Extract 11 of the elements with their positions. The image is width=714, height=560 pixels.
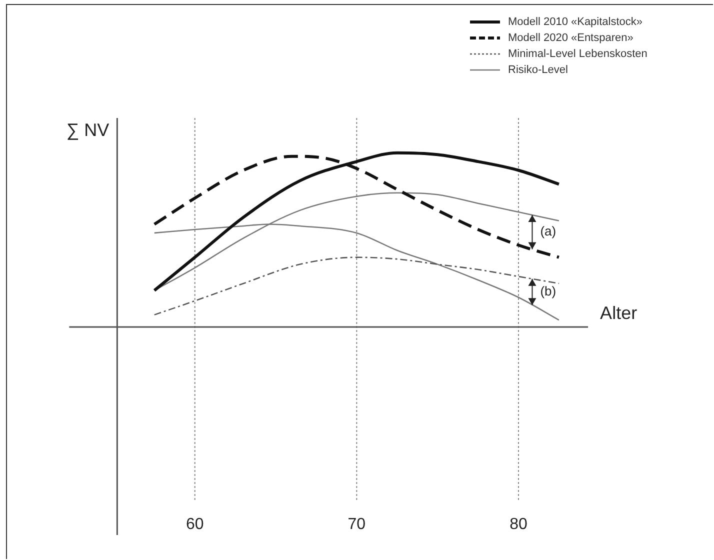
legend-label: Modell 2010 «Kapitalstock» xyxy=(508,16,643,28)
annotation: (a) xyxy=(540,224,556,239)
legend-label: Risiko-Level xyxy=(508,64,568,76)
x-tick-label: 60 xyxy=(186,516,204,534)
y-axis-title: ∑ NV xyxy=(66,120,110,140)
x-tick-label: 70 xyxy=(348,516,366,534)
x-axis-title: Alter xyxy=(600,302,638,323)
annotation: (b) xyxy=(540,284,556,299)
legend-label: Minimal-Level Lebenskosten xyxy=(508,48,648,60)
x-tick-label: 80 xyxy=(510,516,528,534)
legend-label: Modell 2020 «Entsparen» xyxy=(508,32,634,44)
